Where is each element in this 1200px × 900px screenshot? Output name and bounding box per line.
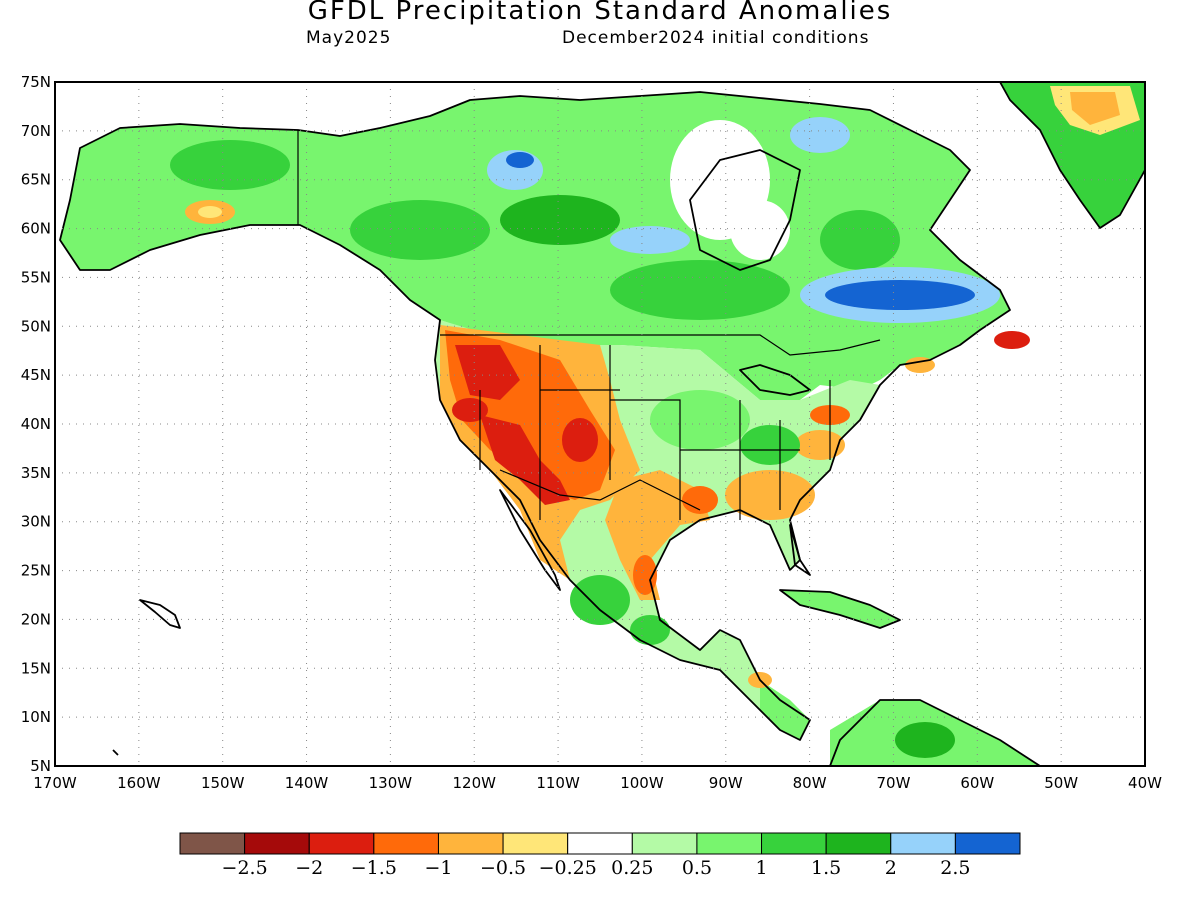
lon-tick-label: 160W xyxy=(117,774,161,792)
colorbar-segment xyxy=(502,832,569,855)
lat-tick-label: 5N xyxy=(30,757,51,775)
lat-tick-label: 45N xyxy=(21,366,51,384)
colorbar-label: 1 xyxy=(755,857,767,879)
colorbar-segment xyxy=(696,832,763,855)
map-plot-area xyxy=(59,82,1145,766)
lat-tick-label: 30N xyxy=(21,513,51,531)
colorbar-label: −0.25 xyxy=(539,857,597,879)
colorbar-segment xyxy=(631,832,698,855)
colorbar-label: −0.5 xyxy=(480,857,526,879)
valid-month-label: May2025 xyxy=(306,28,392,48)
lat-tick-label: 10N xyxy=(21,708,51,726)
map-title: GFDL Precipitation Standard Anomalies xyxy=(307,0,893,26)
lon-tick-label: 130W xyxy=(369,774,413,792)
colorbar-label: 0.5 xyxy=(682,857,712,879)
lat-tick-label: 55N xyxy=(21,268,51,286)
lon-tick-label: 170W xyxy=(33,774,77,792)
lat-tick-label: 50N xyxy=(21,317,51,335)
lat-tick-label: 25N xyxy=(21,562,51,580)
lon-tick-label: 50W xyxy=(1044,774,1078,792)
colorbar-segment xyxy=(567,832,633,855)
colorbar-segment xyxy=(825,832,892,855)
lat-tick-label: 70N xyxy=(21,122,51,140)
lon-tick-label: 100W xyxy=(620,774,664,792)
lat-tick-label: 20N xyxy=(21,610,51,628)
lon-tick-label: 60W xyxy=(960,774,994,792)
lat-tick-label: 60N xyxy=(21,220,51,238)
lat-tick-label: 35N xyxy=(21,464,51,482)
colorbar-label: −1.5 xyxy=(351,857,397,879)
colorbar-segment xyxy=(244,832,310,855)
lat-tick-label: 40N xyxy=(21,415,51,433)
lon-tick-label: 40W xyxy=(1128,774,1162,792)
colorbar-segment xyxy=(373,832,439,855)
colorbar-label: −2 xyxy=(295,857,323,879)
lon-tick-label: 140W xyxy=(285,774,329,792)
lon-tick-label: 80W xyxy=(793,774,827,792)
map-frame xyxy=(54,81,1146,767)
colorbar-segment xyxy=(954,832,1021,855)
longitude-axis: 170W 160W 150W 140W 130W 120W 110W 100W 90W 80W 70… xyxy=(33,774,1162,792)
lon-tick-label: 110W xyxy=(536,774,580,792)
colorbar-segment xyxy=(890,832,956,855)
colorbar-segment xyxy=(179,832,246,855)
lon-tick-label: 70W xyxy=(877,774,911,792)
colorbar-label: 1.5 xyxy=(811,857,841,879)
lon-tick-label: 150W xyxy=(201,774,245,792)
colorbar-label: −1 xyxy=(424,857,452,879)
colorbar: −2.5 −2 −1.5 −1 −0.5 −0.25 0.25 0.5 1 1.5 2 2.5 xyxy=(179,832,1021,879)
colorbar-label: −2.5 xyxy=(222,857,268,879)
lat-tick-label: 15N xyxy=(21,659,51,677)
colorbar-segment xyxy=(308,832,375,855)
lat-tick-label: 65N xyxy=(21,171,51,189)
lon-tick-label: 120W xyxy=(452,774,496,792)
colorbar-label: 0.25 xyxy=(611,857,653,879)
lat-tick-label: 75N xyxy=(21,73,51,91)
colorbar-label: 2.5 xyxy=(940,857,970,879)
colorbar-segment xyxy=(761,832,827,855)
init-conditions-label: December2024 initial conditions xyxy=(562,28,870,48)
colorbar-segment xyxy=(437,832,504,855)
lon-tick-label: 90W xyxy=(709,774,743,792)
latitude-axis: 75N 70N 65N 60N 55N 50N 45N 40N 35N 30N 25N 20N 15N 1… xyxy=(21,73,51,775)
colorbar-label: 2 xyxy=(885,857,897,879)
political-borders xyxy=(297,130,881,520)
